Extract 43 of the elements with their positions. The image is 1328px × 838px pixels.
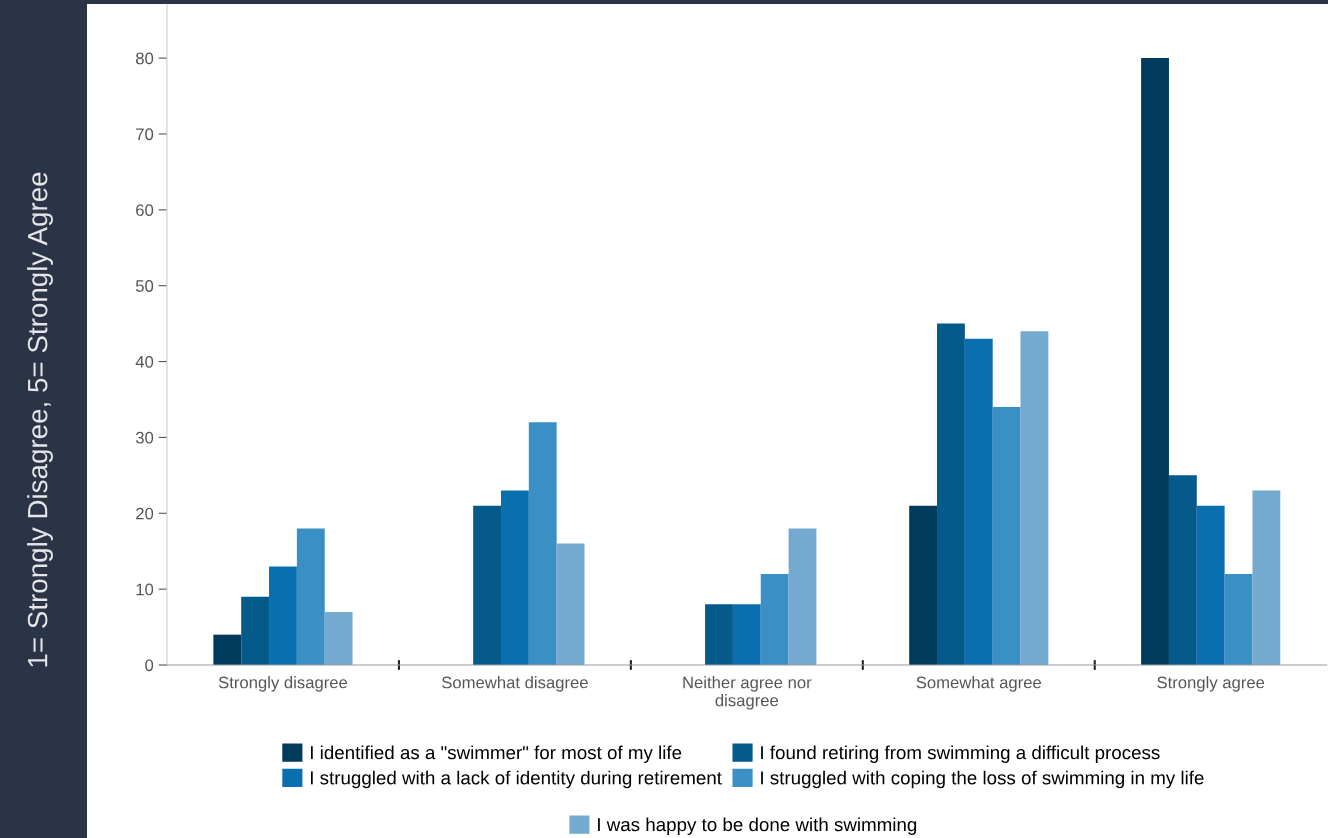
x-tick-label: Somewhat disagree — [442, 676, 588, 692]
y-tick-label: 0 — [145, 659, 154, 672]
y-tick-label: 80 — [135, 52, 154, 65]
legend-label: I struggled with a lack of identity during retirement — [310, 770, 722, 789]
bar — [992, 407, 1021, 665]
y-tick-label: 50 — [135, 280, 154, 292]
bar — [473, 505, 501, 665]
bar — [1224, 573, 1253, 665]
y-tick-label: 10 — [136, 583, 154, 596]
legend-label: I struggled with coping the loss of swimming in my life — [761, 770, 1204, 789]
bar — [788, 528, 817, 665]
x-tick-label: Strongly agree — [1157, 676, 1265, 692]
bar — [241, 596, 270, 665]
bar — [937, 323, 965, 665]
y-tick-label: 30 — [135, 431, 154, 444]
bar — [1168, 475, 1197, 665]
bar — [1141, 58, 1169, 665]
bar — [528, 422, 557, 665]
x-tick-label: Neither agree nor disagree — [683, 676, 812, 710]
bar — [1196, 505, 1225, 665]
y-tick-label: 40 — [135, 355, 154, 368]
bar — [760, 573, 789, 665]
bar — [556, 543, 585, 665]
y-tick-label: 70 — [136, 128, 154, 141]
bar — [324, 611, 353, 665]
x-tick-label: Somewhat agree — [916, 676, 1042, 692]
bar — [296, 528, 325, 665]
bar — [964, 338, 993, 665]
y-tick-label: 20 — [136, 507, 154, 520]
bar — [500, 490, 529, 665]
y-tick-label: 60 — [136, 204, 154, 217]
legend-label: I found retiring from swimming a difficult process — [761, 745, 1160, 763]
bar — [732, 604, 761, 665]
bar — [1020, 331, 1049, 665]
bar — [909, 505, 938, 665]
bar — [269, 566, 297, 665]
bar — [705, 604, 733, 665]
legend-label: I was happy to be done with swimming — [598, 817, 917, 835]
y-axis-title: 1= Strongly Disagree, 5= Strongly Agree — [27, 172, 53, 667]
legend-label: I identified as a "swimmer" for most of my life — [310, 745, 682, 763]
x-tick-label: Strongly disagree — [218, 676, 348, 692]
bar — [213, 634, 242, 665]
bar — [1252, 490, 1281, 665]
